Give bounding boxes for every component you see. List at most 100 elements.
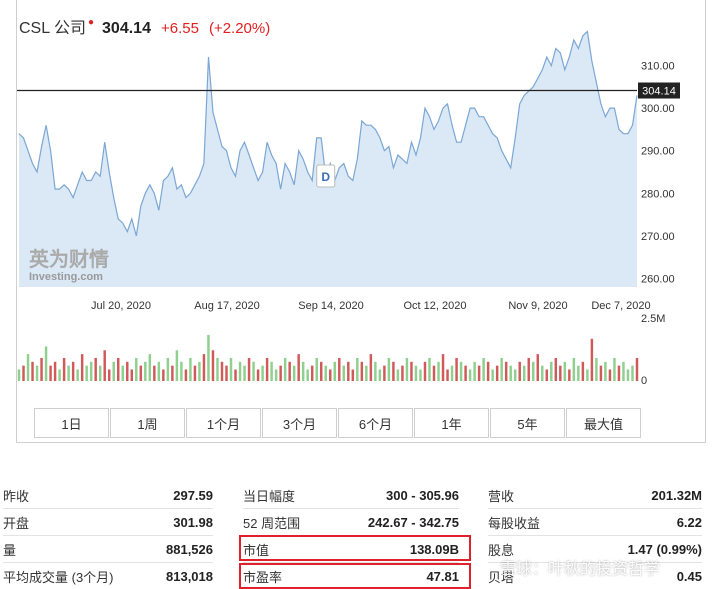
timeframe-tab-2[interactable]: 1个月 [186, 408, 261, 438]
volume-bar [71, 361, 75, 381]
timeframe-tab-6[interactable]: 5年 [490, 408, 565, 438]
volume-bar [247, 357, 251, 381]
stat-value: 6.22 [676, 514, 702, 530]
stat-label: 量 [3, 542, 17, 558]
volume-bar [301, 361, 305, 381]
x-tick-label: Aug 17, 2020 [194, 300, 259, 312]
volume-bar [545, 369, 549, 381]
event-marker-box [316, 164, 336, 188]
stat-value: 138.09B [409, 541, 459, 557]
volume-bar [464, 365, 467, 381]
volume-bar [144, 361, 147, 381]
volume-bar [198, 361, 201, 381]
y-tick-label: 300.00 [641, 103, 675, 115]
volume-bar [568, 369, 571, 381]
volume-bar [626, 369, 630, 381]
stat-value: 242.67 - 342.75 [367, 514, 459, 530]
volume-bar [162, 369, 165, 381]
volume-bar [171, 365, 174, 381]
stat-label: 每股收益 [488, 515, 541, 531]
stat-label: 贝塔 [488, 569, 515, 585]
volume-bar [437, 361, 440, 381]
investing-logo-cn: 英为财情 [29, 247, 109, 271]
volume-bar [117, 357, 120, 381]
volume-bar [94, 357, 97, 381]
current-price-label: 304.14 [642, 86, 676, 98]
volume-bar [522, 365, 526, 381]
volume-bar [53, 361, 57, 381]
volume-bar [541, 365, 544, 381]
volume-bar [617, 365, 621, 381]
stat-row: 52 周范围 242.67 - 342.75 [243, 509, 459, 535]
volume-bar [369, 354, 373, 381]
volume-bar [581, 361, 585, 381]
volume-bar [347, 361, 350, 381]
volume-bar [274, 369, 278, 381]
timeframe-tab-4[interactable]: 6个月 [338, 408, 413, 438]
stat-value: 297.59 [173, 487, 213, 503]
stat-value: 813,018 [166, 568, 213, 584]
volume-bar [234, 369, 237, 381]
x-tick-label: Sep 14, 2020 [298, 300, 363, 312]
volume-bar [374, 361, 377, 381]
volume-bar [513, 369, 517, 381]
volume-bar [107, 369, 111, 381]
volume-bar [98, 365, 102, 381]
timeframe-tab-7[interactable]: 最大值 [566, 408, 641, 438]
volume-tick-label: 0 [641, 375, 647, 387]
y-tick-label: 270.00 [641, 231, 675, 243]
y-tick-label: 280.00 [641, 188, 675, 200]
volume-bar [414, 365, 418, 381]
volume-bar [310, 365, 314, 381]
volume-bar [279, 365, 282, 381]
volume-bar [383, 365, 386, 381]
timeframe-tab-0[interactable]: 1日 [34, 408, 109, 438]
row-divider [243, 508, 459, 509]
timeframe-tab-1[interactable]: 1周 [110, 408, 185, 438]
volume-bar [31, 361, 34, 381]
x-tick-label: Dec 7, 2020 [591, 300, 650, 312]
stat-label: 开盘 [3, 515, 30, 531]
volume-bar [58, 369, 61, 381]
volume-bar [613, 357, 616, 381]
volume-bar [189, 357, 192, 381]
volume-bar [360, 361, 364, 381]
volume-bar [229, 357, 233, 381]
volume-bar [554, 357, 558, 381]
volume-bar [532, 361, 535, 381]
volume-bar [486, 361, 490, 381]
stock-name: CSL 公司 [19, 20, 86, 37]
volume-bar [572, 357, 576, 381]
volume-bar [288, 361, 291, 381]
volume-bar [518, 361, 521, 381]
current-price-tag [638, 82, 680, 99]
event-marker-label: D [321, 170, 330, 184]
volume-bar [252, 361, 255, 381]
volume-bar [329, 369, 332, 381]
market-cap-highlight [239, 535, 471, 561]
volume-bar [216, 357, 219, 381]
volume-bar [270, 361, 273, 381]
stat-label: 股息 [488, 542, 515, 558]
volume-bar [450, 365, 454, 381]
pe-ratio-highlight [239, 563, 471, 589]
stat-label: 平均成交量 (3个月) [3, 569, 114, 585]
stat-label: 52 周范围 [243, 515, 301, 531]
volume-bar [504, 361, 508, 381]
timeframe-tab-5[interactable]: 1年 [414, 408, 489, 438]
row-divider [3, 562, 213, 563]
stat-label: 市盈率 [243, 569, 283, 585]
volume-bar [49, 365, 52, 381]
volume-bar [536, 354, 539, 381]
stat-value: 0.45 [676, 568, 702, 584]
volume-bar [599, 365, 603, 381]
volume-bar [563, 361, 567, 381]
volume-bar [477, 365, 481, 381]
volume-bar [356, 357, 359, 381]
timeframe-tab-3[interactable]: 3个月 [262, 408, 337, 438]
row-divider [243, 562, 459, 563]
x-tick-label: Nov 9, 2020 [508, 300, 567, 312]
stat-value: 47.81 [426, 568, 459, 584]
volume-tick-label: 2.5M [641, 313, 665, 325]
